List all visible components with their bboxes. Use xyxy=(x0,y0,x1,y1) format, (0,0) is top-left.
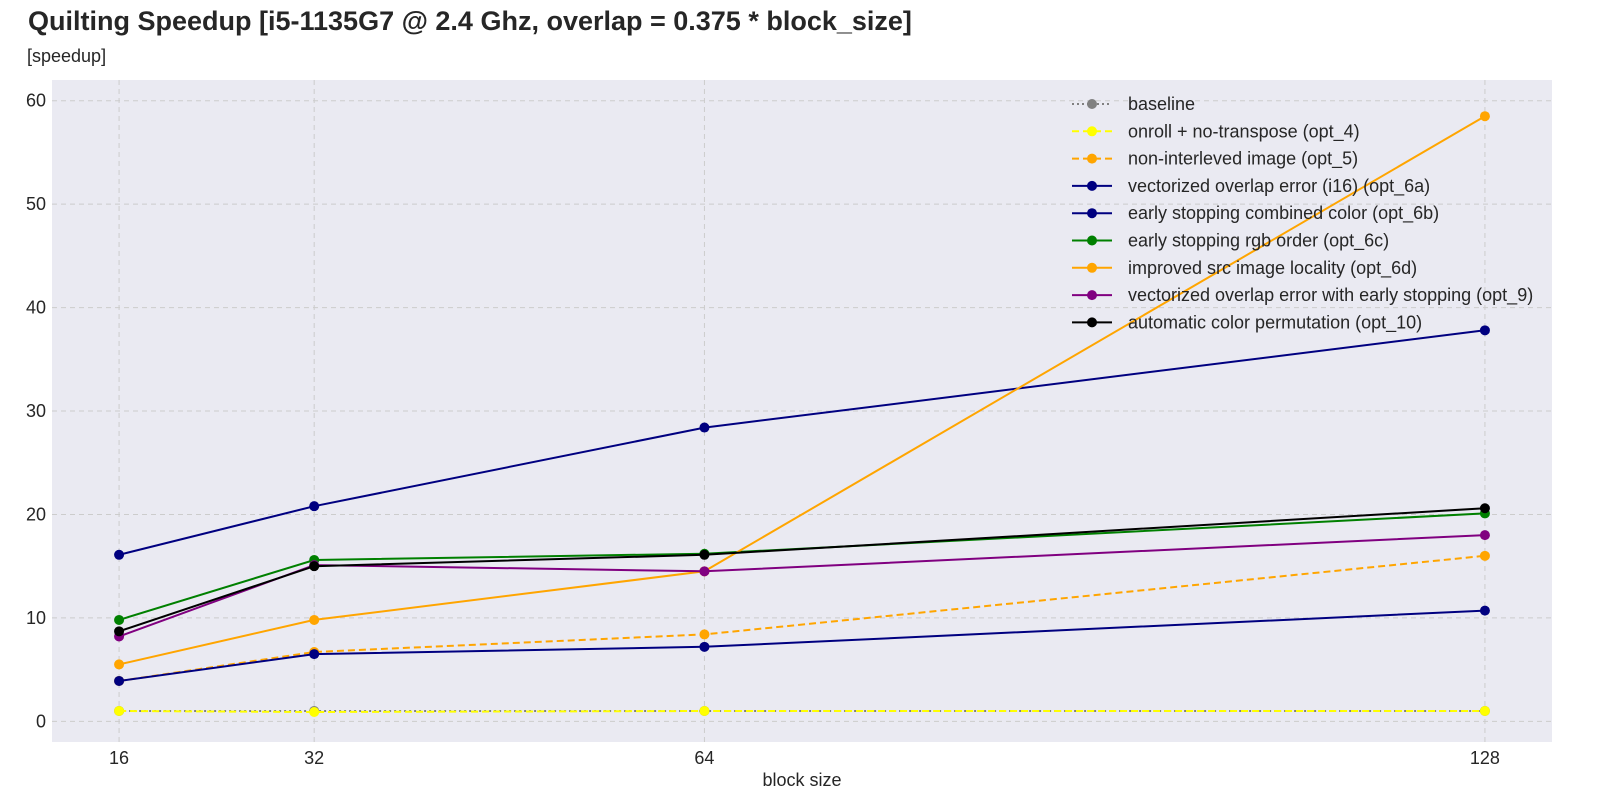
series-4-point-1 xyxy=(309,501,320,512)
y-tick-label-6: 60 xyxy=(26,91,46,111)
legend-marker-1 xyxy=(1087,126,1097,137)
legend-label-6: improved src image locality (opt_6d) xyxy=(1128,258,1417,279)
series-line-7 xyxy=(118,534,1485,638)
x-tick-label-0: 16 xyxy=(109,748,129,768)
legend-marker-7 xyxy=(1087,290,1097,301)
legend-item-6: improved src image locality (opt_6d) xyxy=(1072,258,1417,279)
series-line-3 xyxy=(118,609,1485,682)
series-line-4 xyxy=(118,329,1486,556)
legend-item-5: early stopping rgb order (opt_6c) xyxy=(1072,231,1389,252)
legend-label-2: non-interleved image (opt_5) xyxy=(1128,149,1358,170)
series-5-point-0 xyxy=(114,614,125,625)
legend-item-7: vectorized overlap error with early stop… xyxy=(1072,285,1533,306)
legend-item-8: automatic color permutation (opt_10) xyxy=(1072,312,1422,333)
legend-label-3: vectorized overlap error (i16) (opt_6a) xyxy=(1128,176,1430,197)
series-8-point-3 xyxy=(1479,503,1490,514)
legend-label-8: automatic color permutation (opt_10) xyxy=(1128,312,1422,333)
series-1-point-1 xyxy=(309,707,320,718)
y-tick-label-0: 0 xyxy=(36,711,46,731)
y-tick-label-1: 10 xyxy=(26,608,46,628)
series-4-point-0 xyxy=(114,549,125,560)
legend-label-5: early stopping rgb order (opt_6c) xyxy=(1128,231,1389,252)
series-1-point-2 xyxy=(699,705,710,716)
series-6-point-1 xyxy=(309,614,320,625)
series-layer xyxy=(114,111,1490,718)
series-line-8 xyxy=(118,507,1485,633)
series-1-point-3 xyxy=(1479,705,1490,716)
legend-marker-0 xyxy=(1087,99,1097,109)
axis-layer: 0 10 20 30 40 50 60 16 32 64 128 xyxy=(26,91,1500,768)
series-3-point-3 xyxy=(1479,605,1490,616)
series-line-1 xyxy=(119,710,1485,714)
chart-title: Quilting Speedup [i5-1135G7 @ 2.4 Ghz, o… xyxy=(28,6,912,36)
series-1-point-0 xyxy=(114,705,125,716)
x-tick-label-3: 128 xyxy=(1470,748,1500,768)
series-3-point-1 xyxy=(309,649,320,660)
y-tick-label-3: 30 xyxy=(26,401,46,421)
y-tick-label-5: 50 xyxy=(26,194,46,214)
series-6 xyxy=(114,111,1490,670)
legend-label-1: onroll + no-transpose (opt_4) xyxy=(1128,121,1360,142)
legend-item-3: vectorized overlap error (i16) (opt_6a) xyxy=(1072,176,1430,197)
legend-marker-5 xyxy=(1087,235,1097,246)
chart-subtitle: [speedup] xyxy=(27,46,107,66)
legend-item-0: baseline xyxy=(1072,94,1195,114)
series-7-point-2 xyxy=(699,566,710,577)
legend-marker-6 xyxy=(1087,262,1097,273)
series-3-point-0 xyxy=(114,675,125,686)
series-8 xyxy=(114,503,1490,637)
x-tick-label-2: 64 xyxy=(694,748,714,768)
legend: baseline onroll + no-transpose (opt_4)non… xyxy=(1072,94,1533,333)
y-tick-label-4: 40 xyxy=(26,298,46,318)
series-2-point-3 xyxy=(1479,550,1490,561)
y-tick-label-2: 20 xyxy=(26,504,46,524)
legend-marker-3 xyxy=(1087,180,1097,191)
series-4-point-2 xyxy=(699,422,710,433)
legend-label-7: vectorized overlap error with early stop… xyxy=(1128,285,1533,306)
series-8-point-1 xyxy=(309,561,320,572)
series-1 xyxy=(114,705,1490,718)
legend-item-4: early stopping combined color (opt_6b) xyxy=(1072,203,1439,224)
legend-label-4: early stopping combined color (opt_6b) xyxy=(1128,203,1439,224)
series-line-2 xyxy=(118,554,1486,682)
legend-item-2: non-interleved image (opt_5) xyxy=(1072,149,1358,170)
legend-item-1: onroll + no-transpose (opt_4) xyxy=(1072,121,1360,142)
series-8-point-0 xyxy=(114,626,125,637)
series-6-point-0 xyxy=(114,659,125,670)
series-4-point-3 xyxy=(1479,325,1490,336)
legend-marker-2 xyxy=(1087,153,1097,164)
series-line-5 xyxy=(118,512,1485,621)
legend-marker-8 xyxy=(1087,317,1097,328)
series-6-point-3 xyxy=(1479,111,1490,122)
x-tick-label-1: 32 xyxy=(304,748,324,768)
series-2-point-2 xyxy=(699,629,710,640)
series-8-point-2 xyxy=(699,549,710,560)
series-4 xyxy=(114,325,1490,560)
series-3 xyxy=(114,605,1490,686)
legend-marker-4 xyxy=(1087,208,1097,219)
legend-label-0: baseline xyxy=(1128,94,1195,114)
series-line-6 xyxy=(118,115,1486,666)
series-3-point-2 xyxy=(699,641,710,652)
series-7-point-3 xyxy=(1479,530,1490,541)
x-axis-label: block size xyxy=(762,770,841,790)
